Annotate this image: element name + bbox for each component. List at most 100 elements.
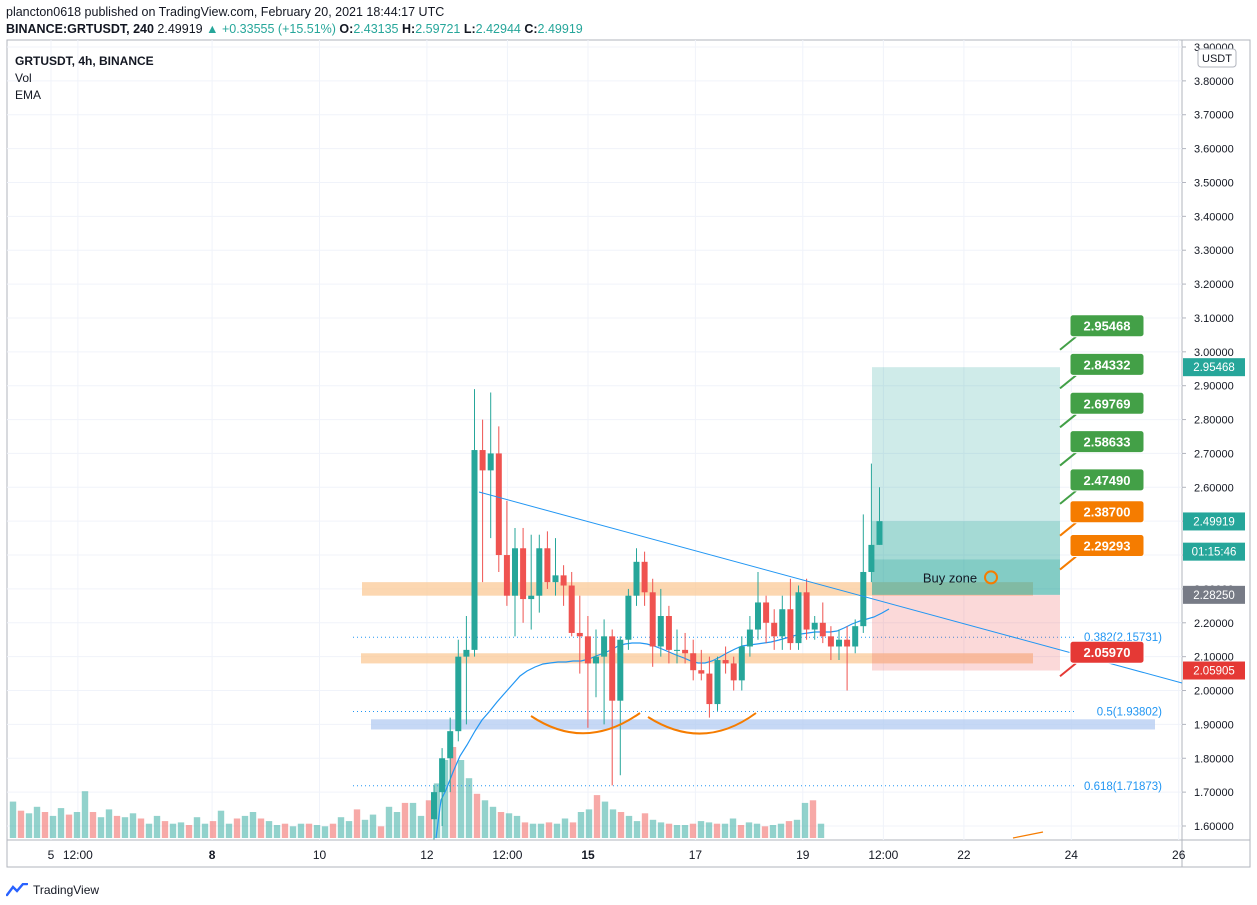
time-tick-label: 17 — [689, 848, 703, 862]
volume-bar — [153, 815, 161, 838]
candle-body — [803, 592, 810, 630]
candle-body — [827, 636, 834, 647]
axis-price-badge[interactable] — [1183, 512, 1245, 531]
volume-bar — [377, 826, 385, 838]
close-value: 2.49919 — [537, 22, 583, 36]
axis-price-badge-text: 01:15:46 — [1192, 547, 1237, 559]
volume-bar — [809, 800, 817, 838]
lower-support-zone — [361, 653, 1033, 664]
volume-bar — [9, 801, 17, 838]
ema-line — [435, 608, 890, 839]
volume-bars — [9, 747, 825, 838]
high-value: 2.59721 — [415, 22, 461, 36]
candle-body — [738, 646, 745, 681]
candle-body — [601, 636, 608, 657]
volume-bar — [473, 793, 481, 838]
publisher-line: plancton0618 published on TradingView.co… — [6, 5, 445, 19]
time-tick-label: 19 — [796, 848, 810, 862]
currency-badge[interactable] — [1197, 48, 1237, 68]
symbol-name: BINANCE:GRTUSDT, 240 — [6, 22, 154, 36]
volume-bar — [353, 809, 361, 838]
trendline[interactable] — [478, 491, 1183, 684]
volume-bar — [769, 825, 777, 838]
candle-body — [609, 636, 616, 701]
tradingview-logo[interactable]: TradingView — [6, 883, 99, 897]
fib-label: 0.5(1.93802) — [1097, 707, 1162, 719]
volume-bar — [161, 821, 169, 838]
volume-bar — [665, 823, 673, 838]
entry-label[interactable] — [1069, 500, 1145, 524]
candle-body — [779, 609, 786, 637]
tradingview-logo-icon — [6, 883, 28, 897]
volume-bar — [449, 747, 457, 838]
volume-bar — [673, 825, 681, 838]
volume-bar — [441, 760, 449, 838]
volume-bar — [737, 825, 745, 838]
candle-body — [746, 629, 753, 647]
target-label[interactable] — [1069, 314, 1145, 338]
stop-label[interactable] — [1069, 640, 1145, 664]
indicator-legend: GRTUSDT, 4h, BINANCE Vol EMA — [15, 53, 154, 104]
volume-bar — [817, 823, 825, 838]
volume-bar — [545, 822, 553, 838]
axis-price-badge[interactable] — [1183, 585, 1245, 604]
axis-price-badge[interactable] — [1183, 542, 1245, 561]
candle-body — [439, 758, 446, 793]
stop-label-pointer — [1059, 662, 1077, 678]
volume-bar — [649, 819, 657, 838]
target-labels[interactable]: 2.95468 2.84332 2.69769 2.58633 2.47490 2.387… — [1059, 314, 1145, 678]
cup-arcs — [530, 712, 1044, 839]
profit-fill — [872, 521, 1060, 560]
entry-label-text: 2.38700 — [1084, 505, 1131, 520]
axis-price-badge-text: 2.05905 — [1193, 666, 1235, 678]
axis-price-badge-text: 2.95468 — [1193, 362, 1235, 374]
price-tick-label: 1.80000 — [1194, 753, 1234, 765]
volume-bar — [529, 823, 537, 838]
volume-bar — [49, 815, 57, 838]
volume-bar — [721, 823, 729, 838]
volume-bar — [281, 823, 289, 838]
volume-bar — [505, 813, 513, 838]
candle-body — [568, 585, 575, 633]
descending-trendline[interactable] — [478, 491, 1183, 684]
legend-ema[interactable]: EMA — [15, 88, 42, 102]
buy-zone — [872, 559, 1060, 595]
open-value: 2.43135 — [353, 22, 399, 36]
volume-bar — [689, 823, 697, 838]
target-label[interactable] — [1069, 430, 1145, 454]
axis-price-badge[interactable] — [1183, 661, 1245, 680]
volume-bar — [521, 822, 529, 838]
buy-zone-label[interactable]: Buy zone — [923, 570, 977, 585]
price-axis[interactable]: 3.900003.800003.700003.600003.500003.400… — [1182, 42, 1245, 833]
candle-body — [512, 548, 518, 596]
volume-bar — [145, 823, 153, 838]
candle-body — [487, 453, 494, 471]
axis-price-badge[interactable] — [1183, 358, 1245, 377]
volume-bar — [713, 823, 721, 838]
candle-body — [455, 656, 462, 732]
price-tick-label: 3.60000 — [1194, 144, 1234, 156]
volume-bar — [761, 826, 769, 838]
candle-body — [625, 595, 632, 640]
target-label-pointer — [1059, 374, 1077, 390]
time-axis[interactable]: 5 12:00 8 10 12 12:00 15 17 19 12:00 22 24 26 — [48, 848, 1186, 862]
entry-label[interactable] — [1069, 534, 1145, 558]
volume-bar — [121, 817, 129, 838]
price-tick-label: 1.90000 — [1194, 719, 1234, 731]
candle-body — [755, 602, 761, 630]
small-orange-line — [1012, 831, 1044, 839]
open-label: O: — [339, 22, 354, 36]
volume-bar — [793, 819, 801, 838]
stop-label-text: 2.05970 — [1084, 645, 1131, 660]
price-tick-label: 2.20000 — [1194, 618, 1234, 630]
low-value: 2.42944 — [475, 22, 521, 36]
target-label[interactable] — [1069, 391, 1145, 415]
target-label[interactable] — [1069, 468, 1145, 492]
price-tick-label: 2.90000 — [1194, 381, 1234, 393]
target-label[interactable] — [1069, 352, 1145, 376]
volume-bar — [401, 802, 409, 838]
volume-bar — [641, 813, 649, 838]
volume-bar — [97, 817, 105, 838]
legend-vol[interactable]: Vol — [15, 71, 32, 85]
